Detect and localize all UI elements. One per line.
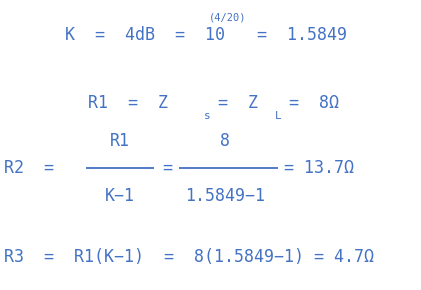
- Text: R2  =: R2 =: [4, 159, 54, 177]
- Text: R1  =  Z: R1 = Z: [88, 94, 168, 112]
- Text: =  Z: = Z: [218, 94, 258, 112]
- Text: K  =  4dB  =  10: K = 4dB = 10: [65, 26, 225, 44]
- Text: L: L: [275, 111, 282, 121]
- Text: K−1: K−1: [105, 187, 135, 205]
- Text: = 13.7Ω: = 13.7Ω: [284, 159, 354, 177]
- Text: 8: 8: [220, 132, 230, 150]
- Text: =  8Ω: = 8Ω: [289, 94, 339, 112]
- Text: R3  =  R1(K−1)  =  8(1.5849−1) = 4.7Ω: R3 = R1(K−1) = 8(1.5849−1) = 4.7Ω: [4, 248, 374, 266]
- Text: 1.5849−1: 1.5849−1: [185, 187, 265, 205]
- Text: (4/20): (4/20): [208, 12, 246, 22]
- Text: R1: R1: [110, 132, 130, 150]
- Text: =  1.5849: = 1.5849: [257, 26, 347, 44]
- Text: s: s: [204, 111, 211, 121]
- Text: =: =: [162, 159, 172, 177]
